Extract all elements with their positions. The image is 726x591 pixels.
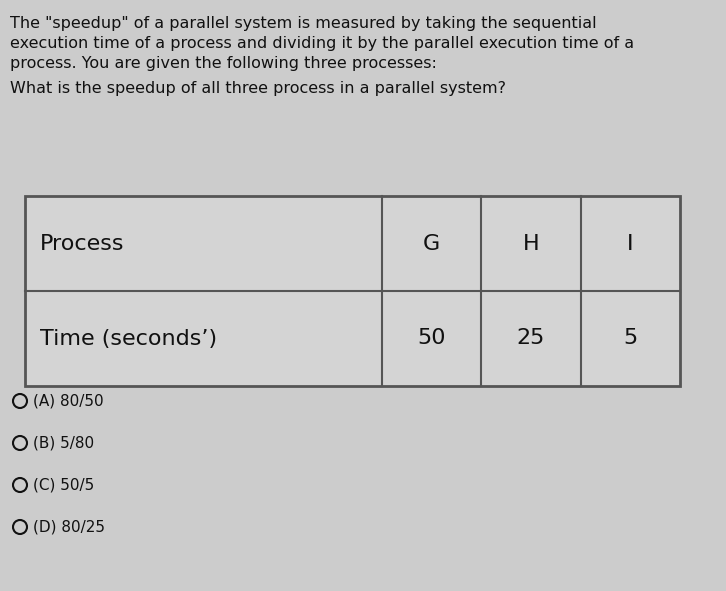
- Text: (B) 5/80: (B) 5/80: [33, 436, 94, 450]
- Text: Time (secondsʼ): Time (secondsʼ): [40, 329, 217, 349]
- Text: I: I: [627, 233, 634, 254]
- Text: (A) 80/50: (A) 80/50: [33, 394, 104, 408]
- Text: execution time of a process and dividing it by the parallel execution time of a: execution time of a process and dividing…: [10, 36, 634, 51]
- Text: The "speedup" of a parallel system is measured by taking the sequential: The "speedup" of a parallel system is me…: [10, 16, 597, 31]
- Text: process. You are given the following three processes:: process. You are given the following thr…: [10, 56, 437, 71]
- Bar: [25, 196, 680, 386]
- Text: 25: 25: [517, 329, 545, 349]
- Text: What is the speedup of all three process in a parallel system?: What is the speedup of all three process…: [10, 81, 506, 96]
- Bar: [25, 196, 680, 386]
- Text: (C) 50/5: (C) 50/5: [33, 478, 94, 492]
- Text: 5: 5: [623, 329, 637, 349]
- Text: G: G: [423, 233, 440, 254]
- Text: 50: 50: [417, 329, 446, 349]
- Text: H: H: [523, 233, 539, 254]
- Text: (D) 80/25: (D) 80/25: [33, 519, 105, 534]
- Text: Process: Process: [40, 233, 124, 254]
